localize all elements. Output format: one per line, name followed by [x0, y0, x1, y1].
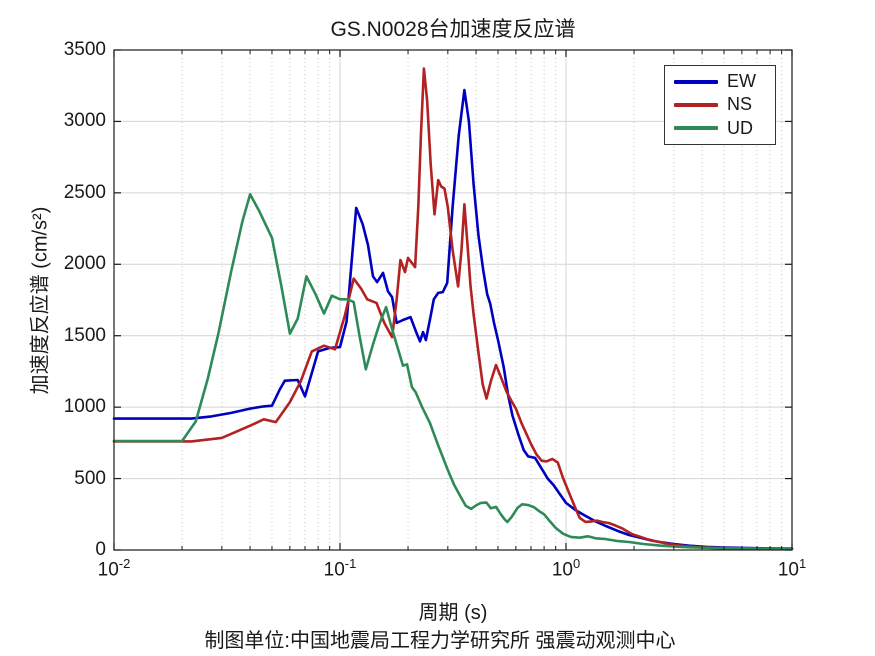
series-ud	[112, 193, 794, 551]
x-tick-label: 10-1	[323, 556, 357, 581]
x-tick-label: 100	[551, 556, 581, 581]
legend-label-ud: UD	[727, 117, 753, 138]
legend-item-ud: UD	[674, 118, 775, 139]
legend-line-ew	[674, 79, 718, 84]
y-tick-label: 3500	[63, 39, 106, 60]
legend-line-ns	[674, 102, 718, 107]
y-tick-label: 500	[74, 467, 106, 489]
axes-box	[113, 49, 793, 551]
legend-box: EW NS UD	[664, 65, 776, 145]
y-tick-label: 0	[95, 539, 106, 560]
credit-caption: 制图单位:中国地震局工程力学研究所 强震动观测中心	[204, 630, 676, 652]
legend-label-ns: NS	[727, 94, 753, 115]
y-tick-label: 2000	[63, 253, 106, 275]
legend-item-ew: EW	[674, 71, 775, 92]
legend-line-ud	[674, 126, 718, 131]
legend-label-ew: EW	[727, 71, 756, 92]
y-tick-label: 3000	[63, 110, 106, 132]
x-axis-label: 周期 (s)	[418, 602, 488, 624]
series-ns	[112, 67, 794, 551]
y-axis-label: 加速度反应谱 (cm/s²)	[29, 206, 52, 395]
chart-title: GS.N0028台加速度反应谱	[330, 18, 576, 41]
y-tick-label: 1500	[63, 324, 106, 346]
x-tick-label: 10-2	[97, 556, 131, 581]
y-tick-label: 2500	[63, 181, 106, 203]
x-tick-label: 101	[777, 556, 807, 581]
y-tick-label: 1000	[63, 396, 106, 418]
legend-item-ns: NS	[674, 94, 775, 115]
